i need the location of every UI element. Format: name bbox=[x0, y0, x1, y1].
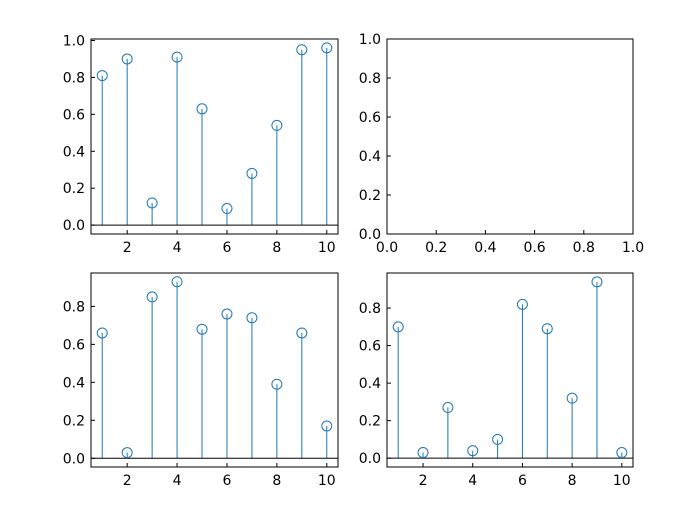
stem-marker-2 bbox=[121, 447, 133, 459]
x-tick-label: 2 bbox=[419, 473, 428, 489]
stem-marker-6 bbox=[516, 298, 528, 310]
stem-marker-9 bbox=[591, 276, 603, 288]
stem-marker-4 bbox=[171, 276, 183, 288]
axes-frame bbox=[90, 272, 339, 468]
y-tick-label: 0.0 bbox=[359, 451, 381, 467]
y-tick-label: 0.6 bbox=[359, 339, 381, 355]
y-tick-label: 0.4 bbox=[63, 375, 85, 391]
stem-marker-4 bbox=[171, 51, 183, 63]
x-tick-label: 8 bbox=[272, 473, 281, 489]
y-tick-label: 0.0 bbox=[63, 451, 85, 467]
stem-marker-3 bbox=[146, 291, 158, 303]
subplot-bottom-right: 2 4 6 8 10 0.0 0.2 0.4 0.6 0.8 bbox=[359, 272, 634, 489]
y-tick-label: 0.0 bbox=[63, 218, 85, 234]
stem-marker-8 bbox=[271, 119, 283, 131]
x-tick-label: 0.8 bbox=[573, 240, 595, 256]
stem-marker-8 bbox=[566, 392, 578, 404]
y-tick-label: 0.2 bbox=[63, 181, 85, 197]
x-tick-label: 10 bbox=[613, 473, 631, 489]
stem-marker-1 bbox=[96, 327, 108, 339]
subplot-bottom-left: 2 4 6 8 10 0.0 0.2 0.4 0.6 0.8 bbox=[63, 272, 339, 489]
stem-marker-6 bbox=[221, 203, 233, 215]
x-tick-label: 6 bbox=[223, 473, 232, 489]
y-tick-label: 0.8 bbox=[359, 301, 381, 317]
stem-marker-3 bbox=[442, 402, 454, 414]
stem-marker-5 bbox=[196, 323, 208, 335]
stem-marker-9 bbox=[296, 327, 308, 339]
stem-marker-1 bbox=[96, 70, 108, 82]
axes-frame bbox=[90, 38, 339, 235]
x-tick-label: 6 bbox=[518, 473, 527, 489]
x-tick-label: 0.6 bbox=[523, 240, 545, 256]
y-tick-label: 0.2 bbox=[359, 188, 381, 204]
y-tick-label: 0.8 bbox=[359, 71, 381, 87]
stem-marker-7 bbox=[246, 312, 258, 324]
stem-marker-9 bbox=[296, 44, 308, 56]
stem-marker-2 bbox=[417, 447, 429, 459]
stem-marker-5 bbox=[196, 103, 208, 115]
y-tick-label: 1.0 bbox=[63, 33, 85, 49]
y-tick-label: 0.2 bbox=[63, 413, 85, 429]
axes-frame bbox=[386, 38, 634, 235]
stem-marker-7 bbox=[246, 167, 258, 179]
y-tick-label: 0.2 bbox=[359, 414, 381, 430]
stem-marker-2 bbox=[121, 53, 133, 65]
y-tick-label: 0.0 bbox=[359, 227, 381, 243]
stem-marker-6 bbox=[221, 308, 233, 320]
y-tick-label: 0.6 bbox=[63, 337, 85, 353]
y-tick-label: 0.8 bbox=[63, 299, 85, 315]
x-tick-label: 10 bbox=[318, 473, 336, 489]
subplot-top-left: 2 4 6 8 10 0.0 0.2 0.4 0.6 0.8 1.0 bbox=[63, 33, 339, 256]
y-tick-label: 0.4 bbox=[63, 144, 85, 160]
stem-marker-3 bbox=[146, 197, 158, 209]
stem-marker-5 bbox=[492, 433, 504, 445]
x-tick-label: 6 bbox=[223, 240, 232, 256]
axes-frame bbox=[386, 272, 634, 468]
y-tick-label: 0.8 bbox=[63, 70, 85, 86]
x-tick-label: 10 bbox=[318, 240, 336, 256]
y-tick-label: 1.0 bbox=[359, 32, 381, 48]
x-tick-label: 8 bbox=[272, 240, 281, 256]
y-tick-label: 0.4 bbox=[359, 149, 381, 165]
y-tick-label: 0.6 bbox=[359, 110, 381, 126]
x-tick-label: 2 bbox=[123, 240, 132, 256]
stem-marker-10 bbox=[321, 42, 333, 54]
stem-marker-10 bbox=[321, 420, 333, 432]
x-tick-label: 4 bbox=[468, 473, 477, 489]
stem-marker-10 bbox=[616, 447, 628, 459]
x-tick-label: 0.2 bbox=[425, 240, 447, 256]
x-tick-label: 4 bbox=[173, 473, 182, 489]
x-tick-label: 1.0 bbox=[622, 240, 644, 256]
stem-marker-1 bbox=[392, 321, 404, 333]
stem-marker-7 bbox=[541, 323, 553, 335]
stem-marker-4 bbox=[467, 445, 479, 457]
x-tick-label: 8 bbox=[568, 473, 577, 489]
y-tick-label: 0.6 bbox=[63, 107, 85, 123]
x-tick-label: 4 bbox=[173, 240, 182, 256]
y-tick-label: 0.4 bbox=[359, 376, 381, 392]
subplot-top-right: 0.0 0.2 0.4 0.6 0.8 1.0 0.0 0.2 0.4 0.6 0.8 1.0 bbox=[359, 32, 644, 256]
x-tick-label: 0.4 bbox=[474, 240, 496, 256]
x-tick-label: 0.0 bbox=[376, 240, 398, 256]
x-tick-label: 2 bbox=[123, 473, 132, 489]
stem-marker-8 bbox=[271, 378, 283, 390]
